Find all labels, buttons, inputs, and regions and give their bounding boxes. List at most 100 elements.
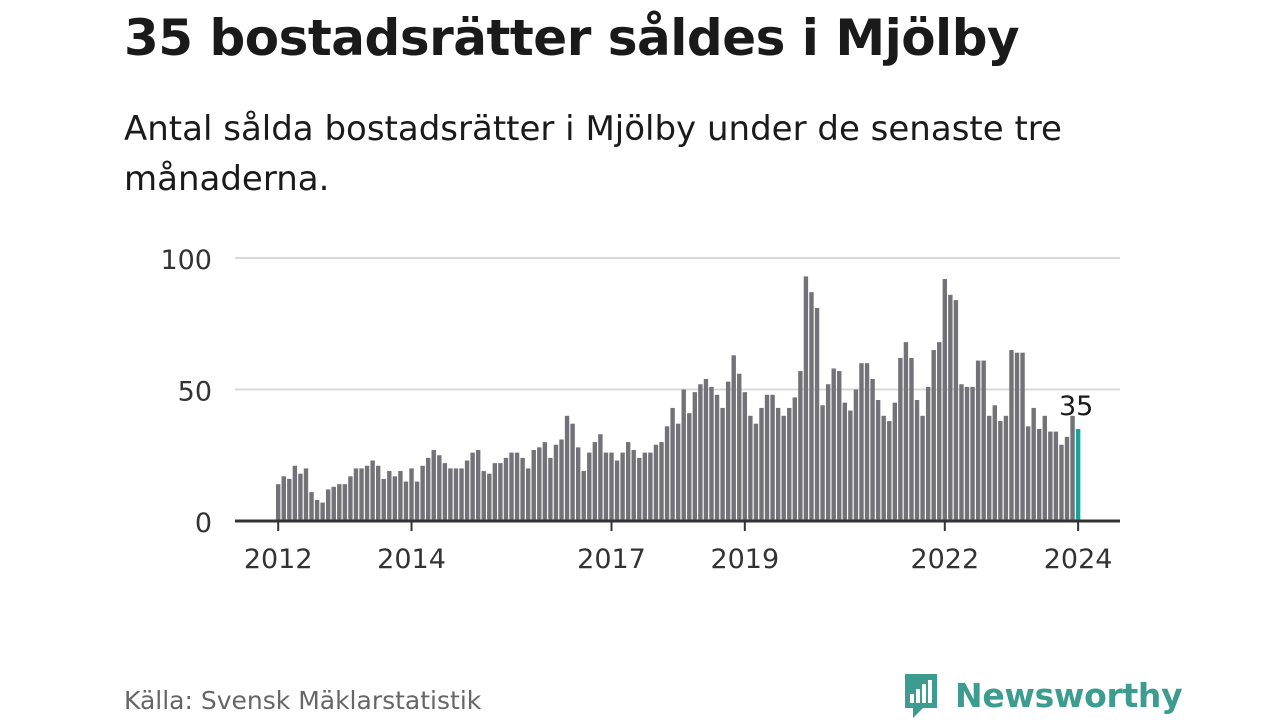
bar: [448, 468, 453, 521]
bar: [420, 465, 425, 521]
highlight-bar: [1075, 428, 1081, 521]
brand-name: Newsworthy: [955, 675, 1183, 715]
bar: [925, 386, 931, 521]
bar: [1037, 428, 1042, 521]
bar: [1025, 426, 1031, 521]
bar: [703, 378, 709, 521]
bar: [948, 294, 953, 521]
bar: [637, 457, 642, 521]
bar: [553, 444, 559, 521]
x-tick-label: 2019: [710, 544, 779, 575]
bar: [698, 384, 703, 521]
bar: [664, 426, 670, 521]
bar: [503, 457, 509, 521]
bar: [348, 476, 353, 521]
bar: [953, 300, 959, 521]
x-tick-label: 2017: [577, 544, 646, 575]
bar: [964, 386, 970, 521]
bar: [425, 457, 431, 521]
bar: [570, 423, 575, 521]
chart-title: 35 bostadsrätter såldes i Mjölby: [124, 9, 1020, 67]
bar: [1048, 431, 1053, 521]
y-tick-label: 50: [178, 377, 212, 408]
bar: [520, 457, 525, 521]
bar: [753, 423, 759, 521]
bar: [1059, 444, 1064, 521]
bar: [614, 460, 620, 521]
bar: [303, 468, 309, 521]
bar: [587, 452, 592, 521]
bar: [781, 415, 786, 521]
bar: [403, 481, 409, 521]
bar: [864, 363, 870, 521]
bar: [325, 489, 331, 521]
bar: [1053, 431, 1059, 521]
bar: [437, 455, 442, 521]
bar: [992, 405, 997, 521]
bar: [1042, 415, 1047, 521]
bar: [548, 457, 553, 521]
bar: [353, 468, 359, 521]
bar: [609, 452, 614, 521]
bar: [342, 484, 348, 521]
bar: [276, 484, 281, 521]
bar: [670, 407, 675, 521]
x-tick-label: 2024: [1044, 544, 1113, 575]
bar: [487, 473, 492, 521]
bar: [542, 442, 548, 521]
bar: [564, 415, 570, 521]
bar: [981, 360, 986, 521]
bar: [498, 463, 503, 521]
bar: [770, 394, 775, 521]
bar: [659, 442, 664, 521]
bar: [470, 452, 475, 521]
bar: [1031, 407, 1036, 521]
x-tick-label: 2012: [244, 544, 313, 575]
bar: [1014, 352, 1020, 521]
bar: [309, 492, 314, 521]
source-note: Källa: Svensk Mäklarstatistik: [124, 686, 482, 715]
bar-chart: 0 50 100 2012 2014 2017 2019 2022 2024 35: [160, 245, 1120, 575]
bar: [998, 421, 1003, 521]
bar: [692, 392, 698, 521]
bar: [481, 471, 486, 521]
bar: [509, 452, 514, 521]
bar: [1020, 352, 1025, 521]
bar: [870, 378, 875, 521]
bar: [970, 386, 975, 521]
bar: [370, 460, 375, 521]
bar: [842, 402, 848, 521]
bar: [431, 449, 436, 521]
bar: [803, 276, 809, 521]
bar: [675, 423, 681, 521]
bar: [759, 407, 764, 521]
bar: [775, 407, 781, 521]
bar: [814, 307, 820, 521]
bar: [642, 452, 648, 521]
bar: [287, 478, 292, 521]
bar: [392, 476, 398, 521]
newsworthy-logo-icon: [905, 674, 937, 718]
bar: [975, 360, 981, 521]
bar: [653, 444, 659, 521]
bar: [464, 460, 470, 521]
bar: [881, 415, 886, 521]
labels: 0 50 100 2012 2014 2017 2019 2022 2024 35: [160, 245, 1112, 575]
bar: [914, 400, 920, 521]
bar: [831, 368, 836, 521]
x-tick-label: 2014: [377, 544, 446, 575]
bar: [575, 447, 581, 521]
bar: [931, 350, 936, 521]
bar: [359, 468, 364, 521]
bar: [898, 357, 903, 521]
bar: [581, 471, 586, 521]
bar: [709, 386, 714, 521]
bar: [853, 389, 859, 521]
bar: [387, 471, 392, 521]
bar: [620, 452, 625, 521]
bar: [875, 400, 881, 521]
highlight-value-label: 35: [1059, 391, 1093, 422]
bar: [648, 452, 653, 521]
y-tick-label: 0: [195, 508, 212, 539]
bar: [887, 421, 892, 521]
